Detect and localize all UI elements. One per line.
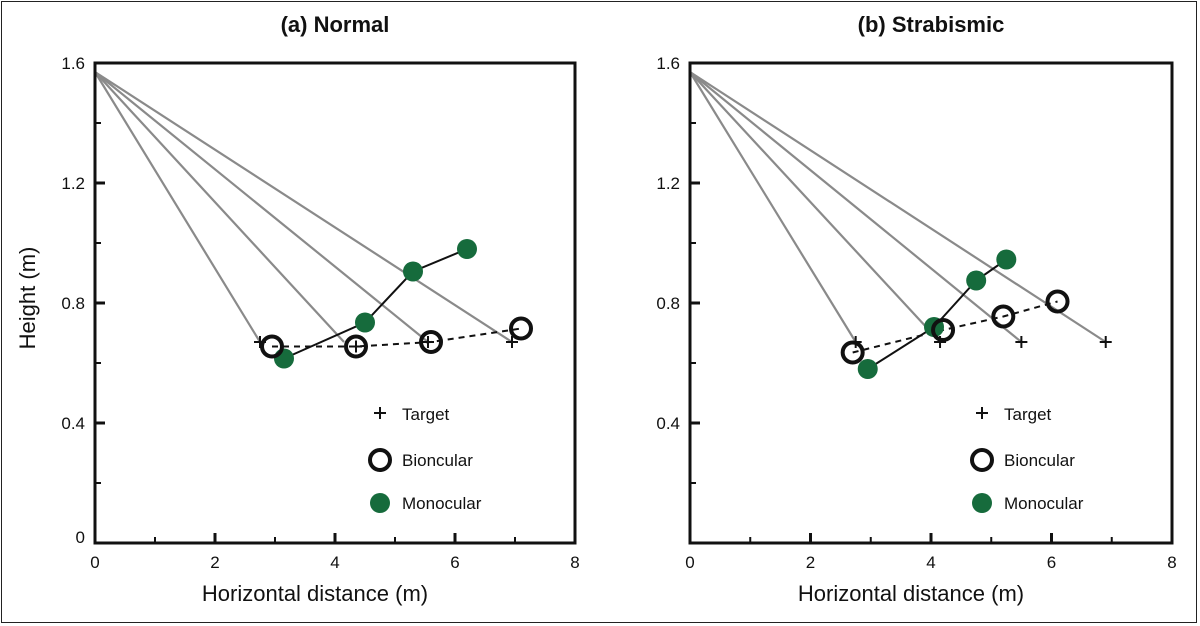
legend-target-marker xyxy=(976,407,988,419)
x-axis-label: Horizontal distance (m) xyxy=(202,581,428,606)
legend-monocular-marker xyxy=(370,493,390,513)
x-axis-label: Horizontal distance (m) xyxy=(798,581,1024,606)
sight-line xyxy=(94,71,429,343)
sight-line xyxy=(689,71,1023,343)
y-tick-label: 1.2 xyxy=(656,174,680,193)
plot-area-border xyxy=(93,61,577,545)
sight-line xyxy=(689,71,1107,343)
x-tick-label: 2 xyxy=(210,553,219,572)
x-tick-label: 6 xyxy=(1047,553,1056,572)
monocular-series-line xyxy=(867,258,1007,370)
x-tick-label: 6 xyxy=(450,553,459,572)
monocular-point xyxy=(274,348,294,369)
legend-bioncular-marker xyxy=(368,448,392,472)
monocular-point xyxy=(966,270,987,291)
chart-panel-strabismic: (b) Strabismic 0 2 4 6 8 0.4 0.8 1.2 1.6 Horizonta… xyxy=(656,12,1176,606)
x-tick-label: 0 xyxy=(685,553,694,572)
bioncular-series-line xyxy=(852,300,1058,354)
bioncular-point xyxy=(344,334,368,359)
legend-target-marker xyxy=(374,407,386,419)
x-tick-label: 2 xyxy=(806,553,815,572)
x-tick-label: 8 xyxy=(570,553,579,572)
monocular-point xyxy=(403,261,423,282)
monocular-point xyxy=(355,312,375,333)
bioncular-point xyxy=(840,340,865,365)
plot-area-border xyxy=(688,61,1174,545)
bioncular-point xyxy=(419,330,443,354)
y-tick-label: 0.4 xyxy=(61,414,85,433)
legend-target-label: Target xyxy=(1004,405,1052,424)
legend-target-label: Target xyxy=(402,405,450,424)
target-point xyxy=(506,336,518,348)
y-tick-label: 1.2 xyxy=(61,174,85,193)
legend-monocular-label: Monocular xyxy=(1004,494,1084,513)
chart-title: (b) Strabismic xyxy=(858,12,1005,37)
x-tick-label: 4 xyxy=(926,553,935,572)
chart-panel-normal: (a) Normal 0 2 4 6 8 0 0.4 0.8 1.2 1.6 Horizontal d… xyxy=(15,12,580,606)
sight-line xyxy=(94,71,261,343)
y-tick-label: 0.4 xyxy=(656,414,680,433)
x-tick-label: 8 xyxy=(1167,553,1176,572)
x-tick-label: 4 xyxy=(330,553,339,572)
bioncular-point xyxy=(509,316,533,341)
y-axis-label: Height (m) xyxy=(15,247,40,350)
monocular-point xyxy=(857,359,878,379)
legend-bioncular-label: Bioncular xyxy=(1004,451,1075,470)
legend-monocular-marker xyxy=(972,493,992,513)
sight-line xyxy=(94,71,513,343)
bioncular-point xyxy=(931,318,956,342)
bioncular-point xyxy=(991,304,1016,329)
y-tick-label: 0.8 xyxy=(61,294,85,313)
legend-bioncular-marker xyxy=(970,448,994,472)
target-point xyxy=(422,336,434,348)
monocular-point xyxy=(457,239,477,259)
bioncular-series-line xyxy=(272,327,522,348)
bioncular-point xyxy=(1045,289,1070,314)
y-tick-label: 1.6 xyxy=(656,54,680,73)
target-point xyxy=(1099,336,1112,348)
chart-title: (a) Normal xyxy=(281,12,390,37)
legend-bioncular-label: Bioncular xyxy=(402,451,473,470)
sight-line xyxy=(689,71,941,343)
monocular-point xyxy=(996,249,1017,270)
target-point xyxy=(1015,336,1028,348)
y-tick-label: 0 xyxy=(76,528,85,547)
bioncular-point xyxy=(260,334,284,359)
sight-line xyxy=(94,71,345,343)
target-point xyxy=(350,340,362,353)
legend-monocular-label: Monocular xyxy=(402,494,482,513)
x-tick-label: 0 xyxy=(90,553,99,572)
sight-line xyxy=(689,71,857,343)
y-tick-label: 1.6 xyxy=(61,54,85,73)
y-tick-label: 0.8 xyxy=(656,294,680,313)
monocular-series-line xyxy=(283,248,468,360)
